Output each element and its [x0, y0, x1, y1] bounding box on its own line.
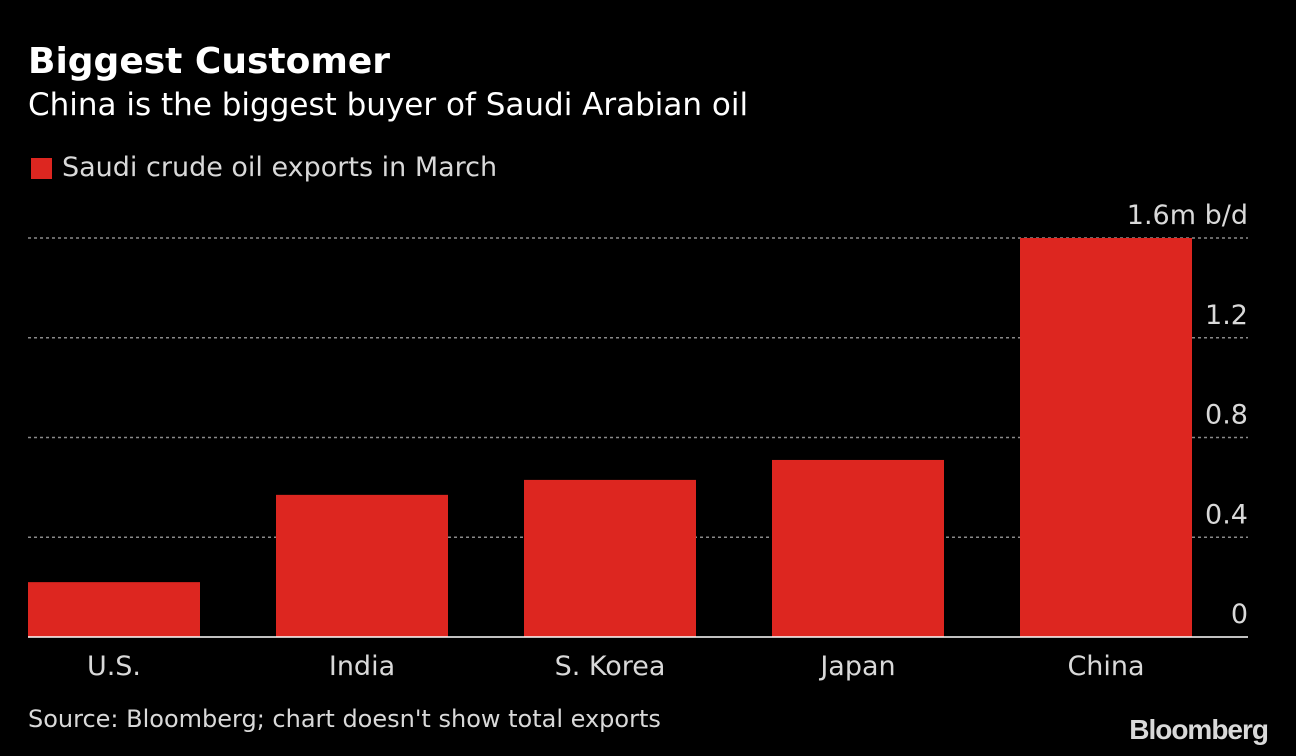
legend-label: Saudi crude oil exports in March	[62, 152, 498, 183]
y-tick-label-4: 1.6m b/d	[1127, 200, 1248, 231]
legend-swatch	[31, 157, 52, 179]
source-note: Source: Bloomberg; chart doesn't show to…	[28, 705, 661, 733]
bar-china	[1020, 238, 1192, 637]
bar-s-korea	[524, 479, 696, 637]
bars	[28, 238, 1192, 637]
y-tick-label-3: 1.2	[1205, 300, 1248, 331]
bloomberg-logo: Bloomberg	[1129, 714, 1269, 745]
y-tick-label-0: 0	[1231, 599, 1248, 630]
y-tick-labels: 0 0.4 0.8 1.2 1.6m b/d	[1127, 200, 1248, 630]
x-tick-label-3: Japan	[818, 651, 895, 682]
chart-title: Biggest Customer	[28, 41, 391, 82]
bar-japan	[772, 459, 944, 637]
x-tick-label-2: S. Korea	[555, 651, 666, 682]
y-tick-label-2: 0.8	[1205, 400, 1248, 431]
bar-india	[276, 494, 448, 637]
chart-subtitle: China is the biggest buyer of Saudi Arab…	[28, 87, 749, 123]
y-tick-label-1: 0.4	[1205, 499, 1248, 530]
x-tick-label-4: China	[1067, 651, 1144, 682]
x-tick-labels: U.S. India S. Korea Japan China	[87, 651, 1145, 682]
bar-u-s	[28, 582, 200, 637]
legend: Saudi crude oil exports in March	[31, 150, 497, 186]
x-tick-label-1: India	[329, 651, 395, 682]
x-tick-label-0: U.S.	[87, 651, 141, 682]
